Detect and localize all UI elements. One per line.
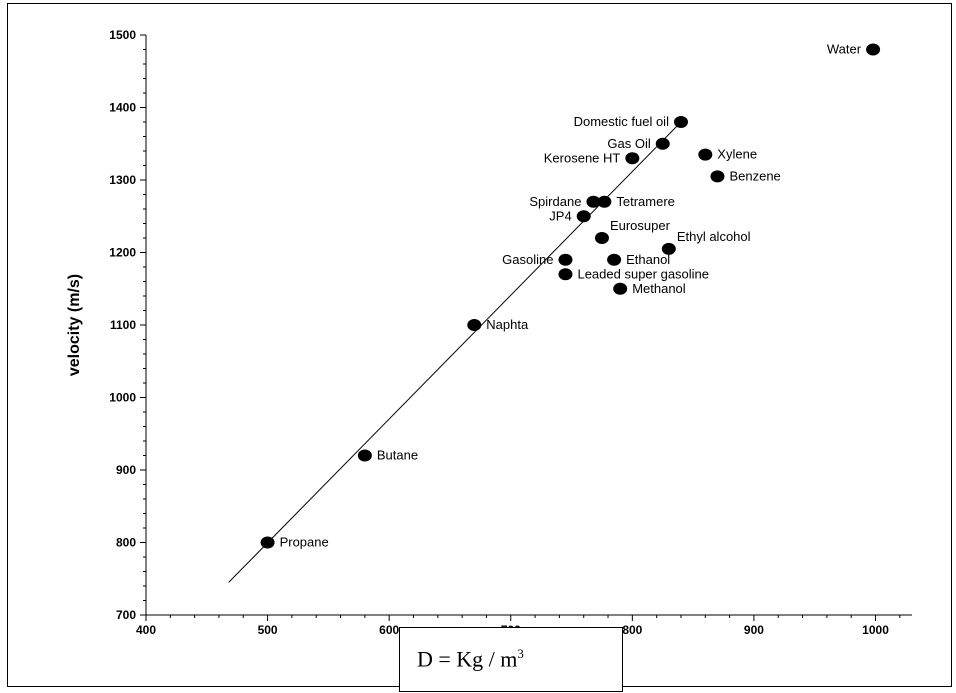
data-point — [357, 449, 372, 462]
data-point — [586, 195, 601, 208]
data-point — [655, 137, 670, 150]
data-point — [710, 170, 725, 183]
x-tick-label: 800 — [622, 623, 642, 637]
data-point — [558, 253, 573, 266]
point-label: Domestic fuel oil — [574, 114, 669, 129]
data-point — [607, 253, 622, 266]
data-point — [594, 232, 609, 244]
point-label: Ethyl alcohol — [677, 229, 751, 244]
y-tick-label: 1400 — [109, 101, 136, 115]
data-point — [260, 536, 275, 549]
data-point — [673, 116, 688, 128]
y-tick-label: 1300 — [109, 173, 136, 187]
fit-line — [228, 121, 682, 583]
data-point — [576, 210, 591, 223]
y-tick-label: 1100 — [110, 318, 136, 332]
point-label: Xylene — [717, 147, 757, 162]
data-point — [597, 195, 612, 208]
y-tick-label: 1200 — [109, 246, 136, 260]
data-point — [558, 268, 573, 281]
data-point — [866, 43, 881, 56]
point-label: Eurosuper — [610, 218, 671, 233]
point-label: Gas Oil — [607, 136, 650, 151]
point-label: Kerosene HT — [544, 150, 621, 165]
point-label: Butane — [377, 448, 418, 463]
x-axis-title-box: D = Kg / m3 — [399, 627, 623, 692]
y-tick-label: 1500 — [109, 28, 136, 42]
fit-line-group — [228, 121, 682, 583]
point-label: Benzene — [729, 168, 780, 183]
data-point — [613, 282, 628, 295]
x-axis-title-exponent: 3 — [517, 646, 524, 661]
point-label: Gasoline — [502, 252, 553, 267]
x-tick-label: 500 — [258, 623, 278, 637]
y-tick-label: 800 — [116, 536, 136, 550]
data-point — [625, 152, 640, 165]
data-point — [698, 148, 713, 161]
x-tick-label: 1000 — [862, 623, 889, 637]
y-tick-label: 900 — [116, 463, 136, 477]
y-axis-title: velocity (m/s) — [66, 274, 83, 376]
data-point — [661, 242, 676, 255]
data-point — [467, 319, 482, 331]
point-label: JP4 — [549, 208, 571, 223]
point-label: Leaded super gasoline — [577, 266, 709, 281]
point-label: Water — [827, 42, 862, 57]
point-label: Tetramere — [616, 194, 675, 209]
x-axis-title: D = Kg / m — [417, 646, 518, 672]
x-tick-label: 400 — [136, 623, 156, 637]
axes: 700 800 900 1000 1100 1200 1300 1400 1500 400 500 6… — [109, 28, 912, 637]
point-label: Spirdane — [529, 194, 581, 209]
x-tick-label: 900 — [744, 623, 764, 637]
y-tick-label: 700 — [116, 608, 136, 622]
point-label: Methanol — [632, 281, 686, 296]
y-tick-label: 1000 — [109, 391, 136, 405]
point-label: Propane — [280, 535, 329, 550]
point-label: Naphta — [486, 317, 529, 332]
x-tick-label: 600 — [379, 623, 399, 637]
point-label: Ethanol — [626, 252, 670, 267]
